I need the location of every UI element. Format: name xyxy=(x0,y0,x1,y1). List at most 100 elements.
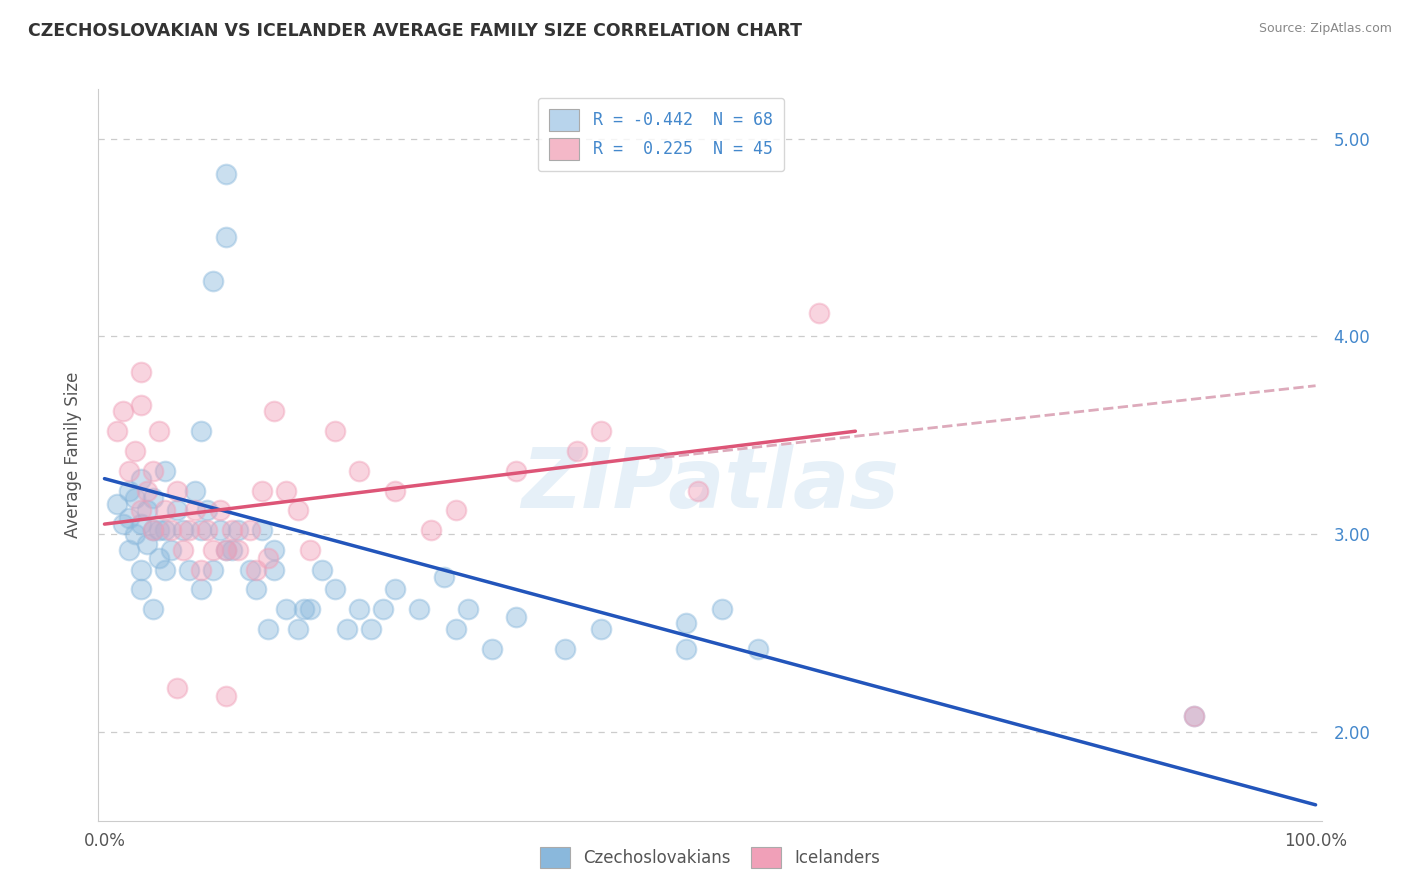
Point xyxy=(166,503,188,517)
Point xyxy=(142,491,165,506)
Point xyxy=(118,483,141,498)
Point xyxy=(384,582,406,597)
Point xyxy=(166,681,188,696)
Point xyxy=(153,503,176,517)
Point xyxy=(190,582,212,597)
Point xyxy=(179,523,201,537)
Point xyxy=(245,563,267,577)
Point xyxy=(276,602,298,616)
Point xyxy=(214,167,236,181)
Point xyxy=(505,610,527,624)
Point xyxy=(197,503,219,517)
Point xyxy=(202,563,225,577)
Point xyxy=(129,472,152,486)
Point xyxy=(565,444,588,458)
Point xyxy=(299,542,322,557)
Point xyxy=(142,523,165,537)
Point xyxy=(239,523,262,537)
Point xyxy=(124,444,146,458)
Point xyxy=(263,542,285,557)
Point xyxy=(214,542,236,557)
Point xyxy=(184,483,207,498)
Point xyxy=(111,517,134,532)
Point xyxy=(263,404,285,418)
Point xyxy=(148,523,170,537)
Point xyxy=(129,399,152,413)
Point xyxy=(135,537,157,551)
Point xyxy=(208,503,231,517)
Point xyxy=(142,602,165,616)
Point xyxy=(250,483,273,498)
Point xyxy=(323,582,346,597)
Point xyxy=(214,689,236,703)
Point xyxy=(675,615,697,630)
Text: CZECHOSLOVAKIAN VS ICELANDER AVERAGE FAMILY SIZE CORRELATION CHART: CZECHOSLOVAKIAN VS ICELANDER AVERAGE FAM… xyxy=(28,22,801,40)
Point xyxy=(118,542,141,557)
Point xyxy=(287,503,309,517)
Point xyxy=(202,542,225,557)
Point xyxy=(226,542,249,557)
Point xyxy=(276,483,298,498)
Y-axis label: Average Family Size: Average Family Size xyxy=(63,372,82,538)
Point xyxy=(124,491,146,506)
Point xyxy=(118,511,141,525)
Point xyxy=(214,542,236,557)
Point xyxy=(444,622,467,636)
Point xyxy=(160,523,183,537)
Point xyxy=(148,550,170,565)
Point xyxy=(142,464,165,478)
Point xyxy=(371,602,394,616)
Point xyxy=(257,550,280,565)
Point xyxy=(214,230,236,244)
Point xyxy=(360,622,382,636)
Point xyxy=(105,497,128,511)
Point xyxy=(172,542,194,557)
Point xyxy=(444,503,467,517)
Point xyxy=(239,563,262,577)
Point xyxy=(118,464,141,478)
Point xyxy=(589,424,612,438)
Point xyxy=(292,602,315,616)
Point xyxy=(221,523,243,537)
Point xyxy=(808,305,831,319)
Point xyxy=(135,503,157,517)
Point xyxy=(711,602,734,616)
Point xyxy=(129,517,152,532)
Point xyxy=(111,404,134,418)
Point xyxy=(208,523,231,537)
Point xyxy=(675,641,697,656)
Point xyxy=(554,641,576,656)
Point xyxy=(420,523,443,537)
Point xyxy=(245,582,267,597)
Point xyxy=(197,523,219,537)
Point xyxy=(336,622,359,636)
Point xyxy=(481,641,503,656)
Point xyxy=(263,563,285,577)
Text: ZIPatlas: ZIPatlas xyxy=(522,443,898,524)
Point xyxy=(323,424,346,438)
Point xyxy=(129,563,152,577)
Point xyxy=(202,274,225,288)
Point xyxy=(384,483,406,498)
Point xyxy=(105,424,128,438)
Point xyxy=(166,483,188,498)
Point xyxy=(160,542,183,557)
Point xyxy=(153,523,176,537)
Point xyxy=(589,622,612,636)
Point xyxy=(257,622,280,636)
Point xyxy=(311,563,333,577)
Point xyxy=(148,424,170,438)
Point xyxy=(190,424,212,438)
Point xyxy=(124,527,146,541)
Point xyxy=(153,464,176,478)
Point xyxy=(226,523,249,537)
Point xyxy=(179,563,201,577)
Point xyxy=(135,483,157,498)
Point xyxy=(347,602,370,616)
Point xyxy=(457,602,479,616)
Point xyxy=(190,523,212,537)
Text: Source: ZipAtlas.com: Source: ZipAtlas.com xyxy=(1258,22,1392,36)
Point xyxy=(408,602,430,616)
Point xyxy=(432,570,454,584)
Point xyxy=(184,503,207,517)
